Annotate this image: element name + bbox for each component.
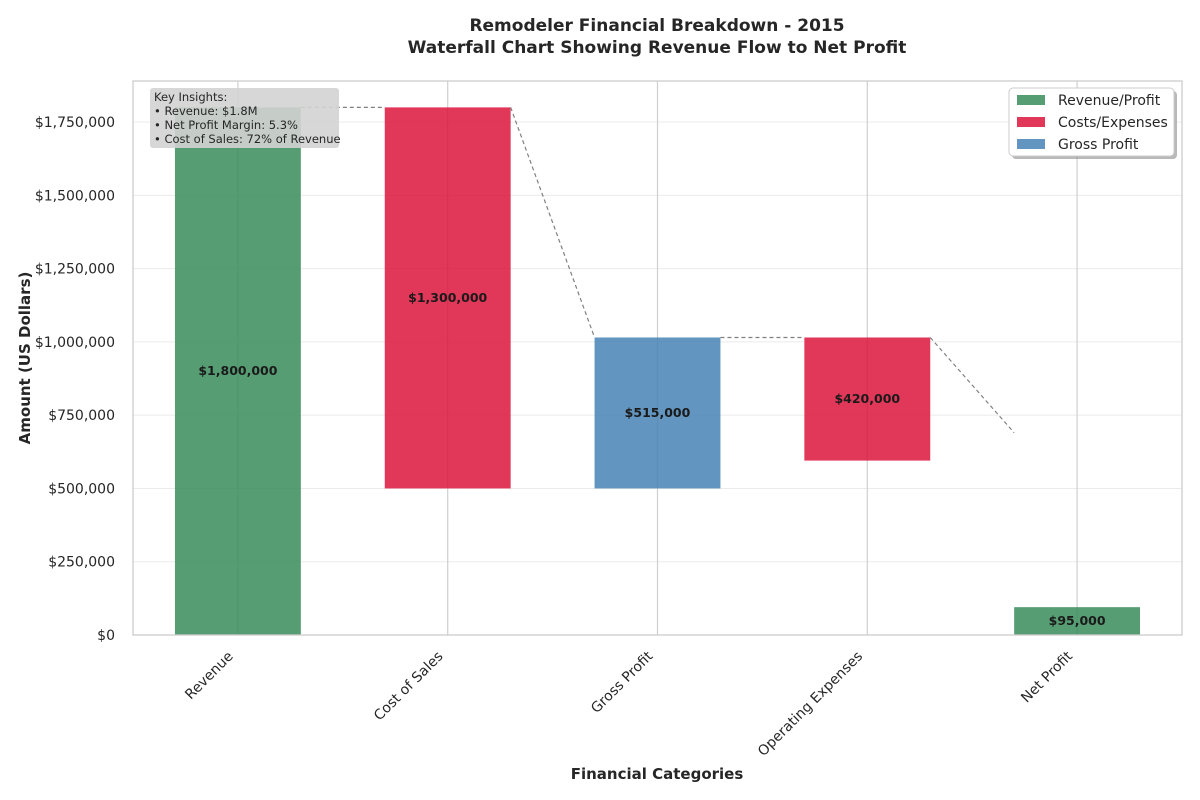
legend: Revenue/Profit Costs/Expenses Gross Profit — [1008, 87, 1177, 159]
y-tick-label: $1,750,000 — [35, 115, 115, 131]
bar-value-labels: $1,800,000 $1,300,000 $515,000 $420,000 $95,… — [198, 290, 1106, 628]
chart-title: Remodeler Financial Breakdown - 2015 — [469, 16, 844, 36]
x-axis-label: Financial Categories — [571, 765, 744, 783]
connector-line — [510, 107, 596, 338]
x-tick-label: Revenue — [182, 649, 236, 703]
y-tick-label: $0 — [97, 628, 115, 644]
bar-value-label: $420,000 — [834, 391, 900, 406]
bar-value-label: $515,000 — [625, 405, 691, 420]
y-tick-label: $1,500,000 — [35, 188, 115, 204]
bar-revenue — [174, 107, 301, 635]
bar-gross-profit — [594, 337, 721, 489]
y-tick-label: $250,000 — [48, 555, 115, 571]
bar-cost-of-sales — [384, 107, 511, 489]
x-tick-label: Operating Expenses — [755, 649, 866, 760]
chart-subtitle: Waterfall Chart Showing Revenue Flow to … — [408, 38, 907, 58]
connector-lines — [300, 106, 1015, 434]
key-insights-line: • Revenue: $1.8M — [154, 104, 258, 118]
x-tick-label: Cost of Sales — [371, 649, 447, 725]
legend-frame — [1008, 87, 1175, 157]
plot-frame — [132, 80, 1183, 636]
y-tick-label: $1,250,000 — [35, 262, 115, 278]
connector-line — [929, 337, 1015, 434]
legend-label: Revenue/Profit — [1058, 93, 1161, 109]
legend-label: Gross Profit — [1058, 137, 1139, 153]
y-tick-label: $750,000 — [48, 408, 115, 424]
bars — [174, 107, 1141, 635]
bar-value-label: $95,000 — [1049, 613, 1106, 628]
x-tick-label: Net Profit — [1018, 648, 1076, 706]
bar-operating-expenses — [804, 337, 931, 461]
x-tick-labels: Revenue Cost of Sales Gross Profit Operatin… — [182, 648, 1076, 759]
bar-net-profit — [1014, 607, 1141, 635]
key-insights-background — [150, 88, 339, 148]
x-tick-label: Gross Profit — [588, 648, 657, 717]
key-insights-line: • Cost of Sales: 72% of Revenue — [154, 132, 341, 146]
y-tick-label: $500,000 — [48, 481, 115, 497]
bar-value-label: $1,800,000 — [198, 363, 277, 378]
legend-swatch — [1017, 117, 1045, 127]
key-insights-box: Key Insights:• Revenue: $1.8M• Net Profi… — [150, 88, 341, 148]
legend-swatch — [1017, 95, 1045, 105]
y-tick-label: $1,000,000 — [35, 335, 115, 351]
legend-label: Costs/Expenses — [1058, 115, 1168, 131]
key-insights-line: Key Insights: — [154, 90, 227, 104]
key-insights-line: • Net Profit Margin: 5.3% — [154, 118, 298, 132]
bar-value-label: $1,300,000 — [408, 290, 487, 305]
y-axis-label: Amount (US Dollars) — [16, 272, 34, 445]
legend-swatch — [1017, 139, 1045, 149]
y-tick-labels: $0 $250,000 $500,000 $750,000 $1,000,000 $1,2… — [35, 115, 115, 644]
